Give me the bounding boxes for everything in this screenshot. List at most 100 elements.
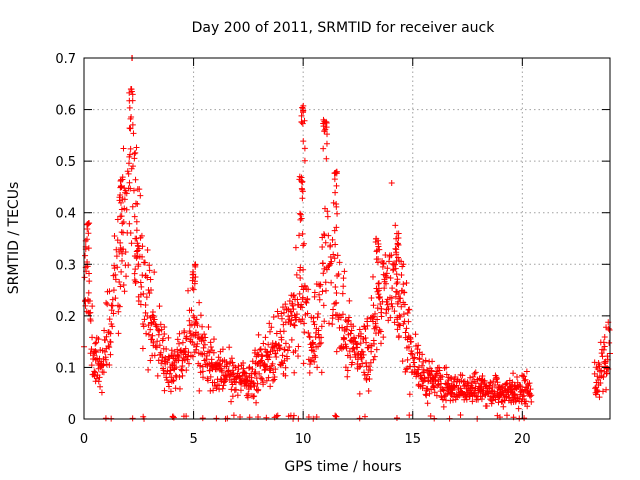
data-point [336,259,343,266]
data-point [349,359,356,366]
data-point [279,304,286,311]
data-point [322,279,329,286]
data-point [345,314,352,321]
data-point [133,227,140,234]
data-point [415,342,422,349]
data-point [190,271,197,278]
data-point [200,374,207,381]
data-point [420,358,427,365]
data-point [143,330,150,337]
data-point [394,241,401,248]
data-point [116,278,123,285]
data-point [291,369,298,376]
data-point [98,389,105,396]
data-point [301,282,308,289]
data-point [394,279,401,286]
data-point [82,297,89,304]
data-point [147,286,154,293]
data-point [405,318,412,325]
data-point [298,215,305,222]
data-point [229,393,236,400]
data-point [296,176,303,183]
data-point [230,412,237,419]
data-point [93,375,100,382]
data-point [375,243,382,250]
data-point [349,345,356,352]
data-point [344,318,351,325]
data-point [424,400,431,407]
data-point [231,378,238,385]
data-point [436,367,443,374]
data-point [144,313,151,320]
data-point [257,362,264,369]
data-point [276,345,283,352]
data-point [424,385,431,392]
data-point [441,393,448,400]
data-point [274,412,281,419]
data-point [288,317,295,324]
data-point [331,176,338,183]
data-point [147,357,154,364]
y-tick-label: 0.4 [55,207,76,222]
data-point [157,349,164,356]
data-point [103,333,110,340]
data-point [517,383,524,390]
data-point [340,344,347,351]
data-point [344,367,351,374]
data-point [300,107,307,114]
data-point [311,289,318,296]
data-point [275,341,282,348]
data-point [485,390,492,397]
data-point [118,229,125,236]
x-axis-label: GPS time / hours [284,459,401,475]
data-point [99,362,106,369]
data-point [419,369,426,376]
chart-title: Day 200 of 2011, SRMTID for receiver auc… [192,20,496,36]
data-point [299,294,306,301]
data-point [333,299,340,306]
data-point [394,316,401,323]
data-point [85,245,92,252]
data-point [333,182,340,189]
data-point [89,334,96,341]
data-point [145,322,152,329]
data-point [156,342,163,349]
x-tick-label: 0 [80,432,88,447]
data-point [396,322,403,329]
data-point [106,288,113,295]
data-point [603,386,610,393]
data-point [270,369,277,376]
data-point [269,360,276,367]
data-point [93,349,100,356]
data-point [145,331,152,338]
data-point [305,329,312,336]
data-point [286,343,293,350]
data-point [388,300,395,307]
data-point [197,362,204,369]
data-point [124,168,131,175]
data-point [333,203,340,210]
data-point [159,353,166,360]
data-point [378,305,385,312]
data-point [472,369,479,376]
data-point [315,327,322,334]
data-point [112,271,119,278]
data-point [129,163,136,170]
data-point [306,333,313,340]
data-point [87,350,94,357]
data-point [401,289,408,296]
data-point [409,351,416,358]
data-point [126,220,133,227]
data-point [472,380,479,387]
data-point [483,383,490,390]
data-point [147,276,154,283]
data-point [100,369,107,376]
data-point [142,301,149,308]
data-point [341,268,348,275]
data-point [469,398,476,405]
data-point [273,330,280,337]
data-point [402,368,409,375]
y-tick-label: 0.6 [55,104,76,119]
data-point [406,391,413,398]
data-point [97,383,104,390]
